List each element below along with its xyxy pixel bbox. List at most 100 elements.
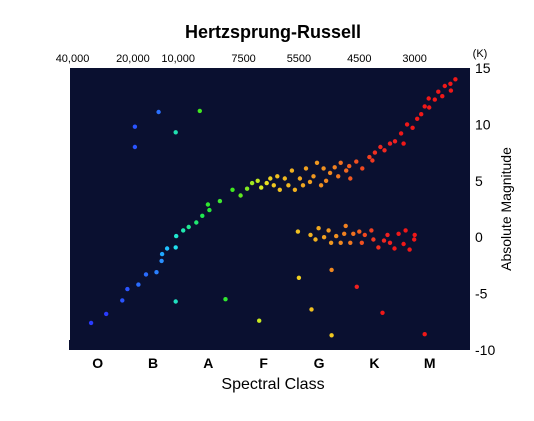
star-point <box>181 228 186 233</box>
star-point <box>289 168 295 173</box>
star-point <box>316 226 321 231</box>
star-point <box>354 284 359 289</box>
star-point <box>440 94 445 99</box>
star-point <box>136 282 141 287</box>
star-point <box>223 297 228 302</box>
spectral-class-label: K <box>369 355 379 371</box>
star-point <box>362 232 367 238</box>
star-point <box>398 131 404 136</box>
star-point <box>217 198 223 204</box>
top-tick-label: 4500 <box>347 53 371 65</box>
star-point <box>387 141 393 146</box>
star-point <box>448 88 454 93</box>
plot-area <box>70 68 470 350</box>
right-tick-label: -5 <box>475 286 488 302</box>
star-point <box>205 202 211 207</box>
star-point <box>309 307 314 312</box>
star-point <box>207 207 212 213</box>
star-point <box>412 237 417 242</box>
star-point <box>348 176 353 181</box>
star-point <box>392 139 398 144</box>
right-tick-label: 15 <box>475 60 491 76</box>
star-point <box>143 272 149 277</box>
star-point <box>436 89 441 94</box>
star-point <box>271 183 276 188</box>
star-point <box>401 141 406 146</box>
star-point <box>422 104 427 109</box>
star-point <box>120 298 125 303</box>
star-point <box>348 240 353 245</box>
star-point <box>369 228 374 233</box>
star-point <box>432 97 437 102</box>
star-point <box>371 237 376 242</box>
star-point <box>286 183 291 188</box>
top-tick-label: 5500 <box>287 53 311 65</box>
star-point <box>132 124 138 129</box>
star-point <box>403 228 408 233</box>
star-point <box>259 185 264 190</box>
top-tick-label: 7500 <box>231 53 255 65</box>
star-point <box>359 240 364 245</box>
star-point <box>200 213 205 218</box>
star-point <box>159 258 164 264</box>
star-point <box>336 174 341 179</box>
star-point <box>318 183 324 188</box>
right-tick-label: -10 <box>475 342 495 358</box>
star-point <box>415 116 420 122</box>
star-point <box>314 160 320 165</box>
star-point <box>448 81 453 87</box>
star-point <box>376 245 381 250</box>
star-point <box>404 122 410 127</box>
x-axis-label: Spectral Class <box>221 376 324 393</box>
star-point <box>194 220 199 225</box>
star-point <box>292 187 298 192</box>
star-point <box>357 229 362 234</box>
star-point <box>197 108 202 114</box>
star-point <box>326 228 331 233</box>
star-point <box>427 105 432 110</box>
star-point <box>351 231 356 236</box>
star-point <box>300 183 306 188</box>
star-point <box>238 193 243 198</box>
star-point <box>275 174 280 179</box>
star-point <box>230 187 235 192</box>
star-point <box>338 240 343 245</box>
star-point <box>329 267 334 273</box>
star-point <box>257 318 262 323</box>
top-tick-label: 20,000 <box>116 53 150 65</box>
y-axis-label: Absolute Magnitude <box>498 147 514 271</box>
star-points <box>88 77 458 338</box>
star-point <box>385 232 390 238</box>
star-point <box>173 245 178 250</box>
star-point <box>426 96 431 101</box>
star-point <box>268 176 273 181</box>
star-point <box>297 176 303 181</box>
star-point <box>401 241 406 247</box>
star-point <box>104 311 109 317</box>
top-tick-labels: 40,000 20,000 10,000 7500 5500 4500 3000 <box>56 53 427 65</box>
star-point <box>370 158 375 163</box>
star-point <box>380 310 385 315</box>
top-axis-unit: (K) <box>473 48 488 60</box>
star-point <box>244 186 250 191</box>
star-point <box>367 154 372 160</box>
star-point <box>360 166 365 171</box>
right-tick-labels: -10 -5 0 5 10 15 <box>475 60 495 358</box>
star-point <box>159 251 165 257</box>
star-point <box>332 165 337 170</box>
star-point <box>321 166 326 171</box>
star-point <box>407 247 412 252</box>
star-point <box>372 150 378 155</box>
star-point <box>321 235 327 240</box>
top-tick-label: 10,000 <box>161 53 195 65</box>
star-point <box>174 233 179 239</box>
star-point <box>382 148 387 153</box>
star-point <box>338 160 343 165</box>
star-point <box>249 180 255 186</box>
star-point <box>282 176 287 181</box>
star-point <box>313 237 318 242</box>
star-point <box>307 179 313 185</box>
top-tick-label: 3000 <box>402 53 426 65</box>
right-tick-label: 0 <box>475 229 483 245</box>
spectral-class-label: B <box>148 355 158 371</box>
